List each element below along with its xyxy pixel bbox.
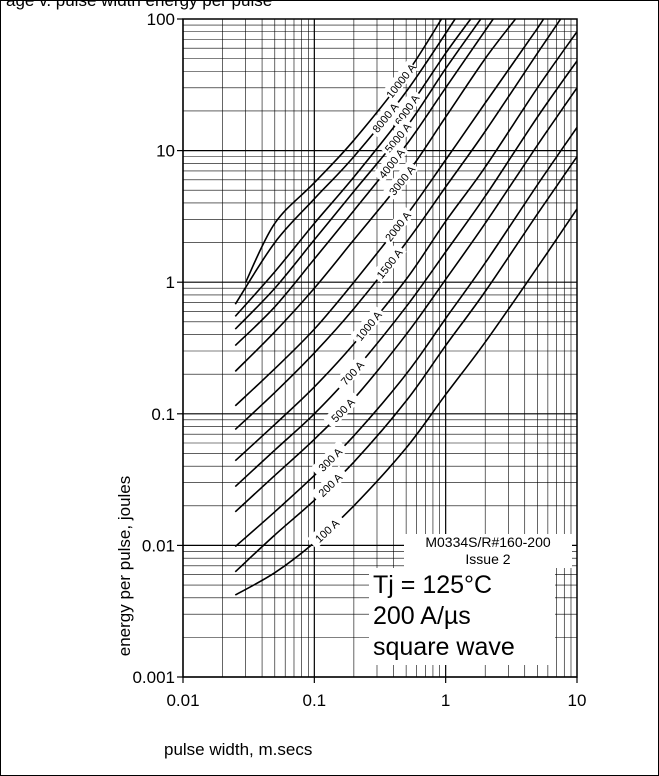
- series-line-11: [234, 87, 577, 513]
- series-line-9: [234, 31, 577, 462]
- series-line-4: [234, 19, 482, 330]
- series-label-bg: [349, 305, 386, 346]
- y-tick-label: 0.1: [151, 405, 175, 424]
- series-line-3: [234, 19, 472, 317]
- series-label-bg: [310, 465, 349, 504]
- condition-waveform: square wave: [373, 633, 515, 661]
- series-label-bg: [383, 159, 420, 200]
- plot-border: [182, 18, 578, 678]
- series-line-5: [234, 19, 494, 347]
- series-line-12: [234, 126, 577, 548]
- y-axis-label: energy per pulse, joules: [115, 476, 134, 657]
- series-label-bg: [306, 511, 346, 549]
- document-issue: Issue 2: [465, 551, 511, 567]
- series-lines: [234, 19, 577, 596]
- series-label-bg: [389, 88, 424, 130]
- series-line-10: [234, 60, 577, 488]
- axes: 0.01 0.1 1 10 0.001 0.01 0.1 1 10 100: [132, 10, 586, 710]
- y-tick-label: 0.001: [132, 668, 175, 687]
- series-line-8: [234, 19, 562, 431]
- y-tick-label: 10: [156, 142, 175, 161]
- series-label-bg: [310, 439, 349, 479]
- y-tick-label: 100: [147, 10, 175, 29]
- x-tick-label: 10: [568, 691, 587, 710]
- x-tick-label: 0.1: [303, 691, 327, 710]
- test-conditions: Tj = 125°C 200 A/µs square wave: [369, 568, 555, 665]
- series-line-7: [234, 19, 545, 407]
- series-label-group: 100 A: [306, 511, 346, 549]
- series-label-group: 500 A: [323, 390, 362, 429]
- series-line-14: [234, 208, 577, 596]
- header-text: age v. pulse width energy per pulse: [6, 0, 273, 10]
- x-axis-label: pulse width, m.secs: [164, 740, 312, 759]
- document-code: M0334S/R#160-200: [425, 534, 551, 550]
- series-label-bg: [323, 390, 362, 429]
- y-tick-label: 1: [166, 273, 175, 292]
- condition-di-dt: 200 A/µs: [373, 602, 471, 630]
- series-label-bg: [366, 97, 403, 138]
- series-line-2: [234, 19, 456, 305]
- y-tick-label: 0.01: [142, 536, 175, 555]
- x-tick-label: 0.01: [166, 691, 199, 710]
- series-label-bg: [332, 353, 371, 392]
- series-label-group: 2000 A: [379, 205, 415, 246]
- x-tick-label: 1: [441, 691, 450, 710]
- series-label-bg: [370, 243, 407, 284]
- series-line-13: [234, 156, 577, 573]
- document-reference: M0334S/R#160-200 Issue 2: [404, 534, 572, 568]
- series-label-bg: [378, 117, 416, 157]
- series-line-6: [234, 19, 517, 372]
- series-label-bg: [379, 205, 415, 246]
- series-label-bg: [382, 60, 419, 101]
- condition-junction-temp: Tj = 125°C: [373, 571, 493, 599]
- series-label-group: 1500 A: [370, 243, 407, 284]
- series-label-bg: [372, 142, 409, 183]
